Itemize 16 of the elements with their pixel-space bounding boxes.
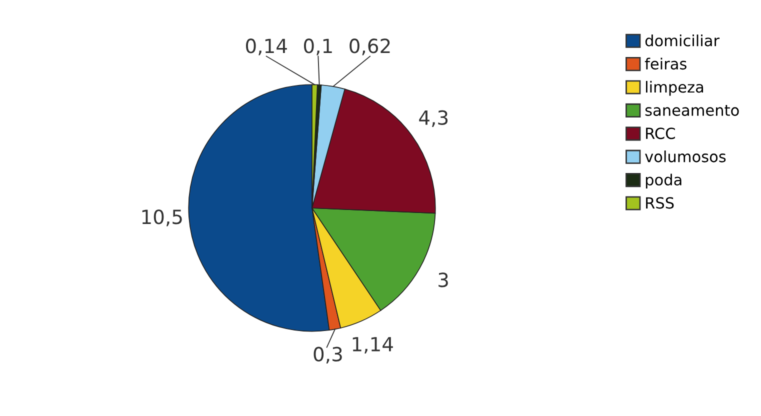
data-label: 0,14 <box>246 38 287 56</box>
data-label: 0,1 <box>304 38 332 56</box>
data-label: 1,14 <box>352 337 393 354</box>
data-label: 4,3 <box>419 110 448 127</box>
legend-label: domiciliar <box>645 34 720 46</box>
data-label: 0,62 <box>350 38 390 56</box>
legend-label: poda <box>646 174 682 188</box>
legend-label: RCC <box>646 128 675 140</box>
legend-label: volumosos <box>645 150 726 162</box>
legend-label: feiras <box>644 58 686 70</box>
legend-label: saneamento <box>645 105 739 116</box>
legend-label: RSS <box>646 197 674 209</box>
data-label: 10,5 <box>142 210 182 226</box>
data-label: 3 <box>438 272 448 288</box>
data-label: 0,3 <box>314 346 342 364</box>
legend-label: limpeza <box>646 80 704 96</box>
